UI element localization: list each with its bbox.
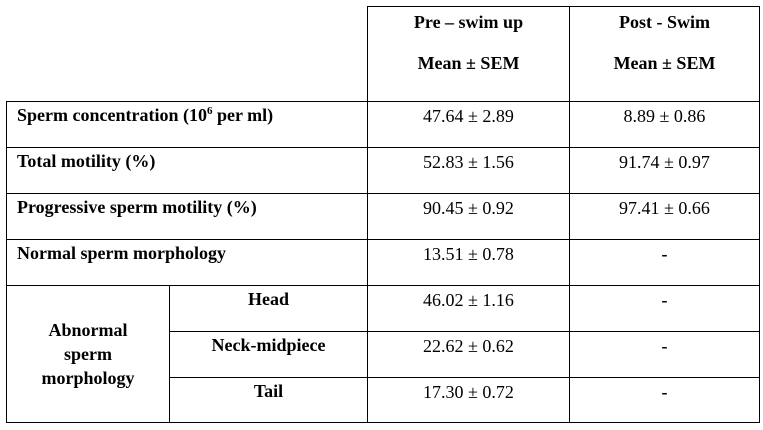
table-row: Abnormal sperm morphology Head 46.02 ± 1…	[6, 285, 760, 423]
subrow-label-head: Head	[169, 285, 368, 332]
header-post-swim: Post - Swim Mean ± SEM	[569, 6, 760, 102]
subrow-label-tail: Tail	[169, 377, 368, 423]
cell-pre-value: 47.64 ± 2.89	[367, 101, 570, 148]
cell-pre-value: 90.45 ± 0.92	[367, 193, 570, 240]
table-row: Normal sperm morphology 13.51 ± 0.78 -	[6, 239, 760, 286]
row-label-sperm-concentration: Sperm concentration (106 per ml)	[6, 101, 368, 148]
subrow-label-neck-midpiece: Neck-midpiece	[169, 331, 368, 378]
header-row: Pre – swim up Mean ± SEM Post - Swim Mea…	[6, 6, 760, 102]
header-post-line2: Mean ± SEM	[613, 53, 716, 73]
results-table: Pre – swim up Mean ± SEM Post - Swim Mea…	[6, 6, 760, 423]
cell-pre-value: 22.62 ± 0.62	[367, 331, 570, 378]
header-pre-swim-up: Pre – swim up Mean ± SEM	[367, 6, 570, 102]
header-pre-line1: Pre – swim up	[413, 12, 524, 32]
row-label-total-motility: Total motility (%)	[6, 147, 368, 194]
cell-post-value: -	[569, 377, 760, 423]
header-post-line1: Post - Swim	[619, 12, 710, 32]
table-row: Neck-midpiece 22.62 ± 0.62 -	[7, 331, 760, 378]
cell-pre-value: 46.02 ± 1.16	[367, 285, 570, 332]
row-label-normal-morphology: Normal sperm morphology	[6, 239, 368, 286]
cell-post-value: 91.74 ± 0.97	[569, 147, 760, 194]
cell-post-value: -	[569, 285, 760, 332]
row-label-progressive-motility: Progressive sperm motility (%)	[6, 193, 368, 240]
cell-post-value: -	[569, 239, 760, 286]
cell-post-value: 97.41 ± 0.66	[569, 193, 760, 240]
cell-pre-value: 52.83 ± 1.56	[367, 147, 570, 194]
cell-post-value: -	[569, 331, 760, 378]
table-row: Progressive sperm motility (%) 90.45 ± 0…	[6, 193, 760, 240]
header-empty-cell	[6, 6, 368, 102]
cell-post-value: 8.89 ± 0.86	[569, 101, 760, 148]
abnormal-morphology-label: Abnormal sperm morphology	[6, 285, 170, 423]
table-row: Total motility (%) 52.83 ± 1.56 91.74 ± …	[6, 147, 760, 194]
table-row: Tail 17.30 ± 0.72 -	[7, 377, 760, 423]
cell-pre-value: 13.51 ± 0.78	[367, 239, 570, 286]
cell-pre-value: 17.30 ± 0.72	[367, 377, 570, 423]
table-row: Sperm concentration (106 per ml) 47.64 ±…	[6, 101, 760, 148]
header-pre-line2: Mean ± SEM	[417, 53, 520, 73]
